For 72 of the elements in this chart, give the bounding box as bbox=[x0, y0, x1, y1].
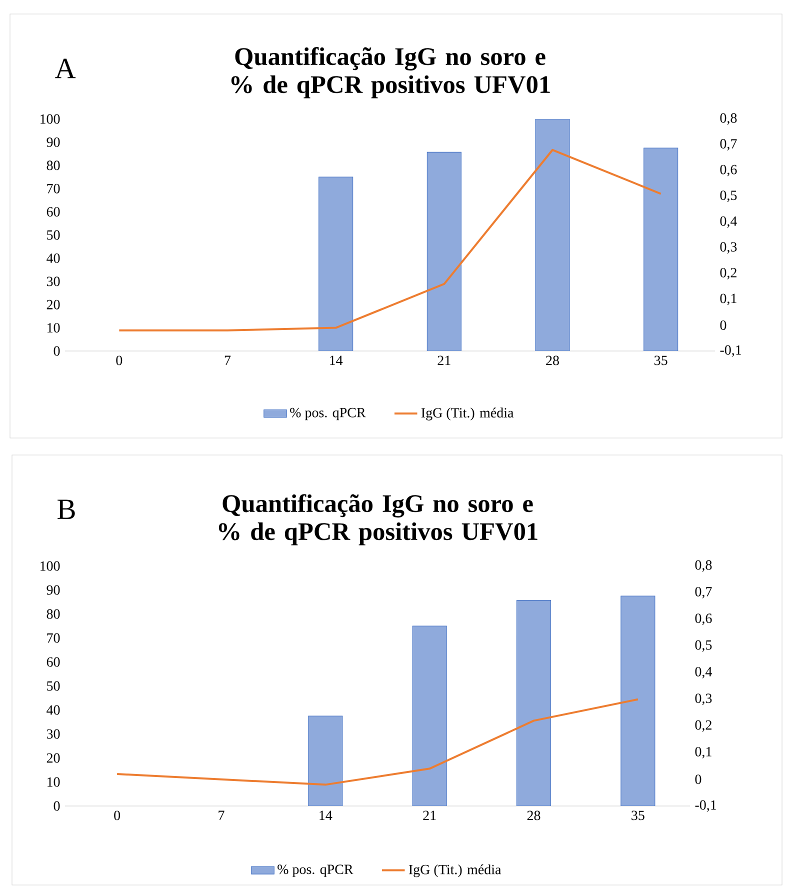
y2-tick-label: 0,7 bbox=[695, 586, 712, 598]
x-tick-label: 21 bbox=[438, 356, 450, 365]
y-tick-label: 70 bbox=[47, 633, 60, 643]
bar bbox=[412, 626, 447, 806]
legend-label: IgG (Tit.) média bbox=[408, 864, 502, 878]
x-tick-label: 0 bbox=[116, 356, 122, 366]
y-tick-label: 20 bbox=[46, 753, 60, 763]
y-tick-label: 80 bbox=[46, 609, 60, 619]
y2-tick-label: 0,8 bbox=[720, 113, 737, 125]
y2-tick-label: 0,7 bbox=[720, 139, 737, 151]
y-tick-label: 50 bbox=[47, 230, 60, 240]
y2-tick-label: 0,4 bbox=[695, 666, 712, 678]
y-tick-label: 90 bbox=[46, 585, 60, 595]
y2-tick-label: 0,3 bbox=[695, 694, 712, 706]
y-tick-label: 50 bbox=[47, 681, 60, 691]
y-tick-label: 20 bbox=[46, 300, 60, 310]
y-tick-label: 100 bbox=[40, 561, 60, 571]
bar bbox=[426, 152, 462, 352]
bar bbox=[535, 119, 570, 352]
x-tick-label: 21 bbox=[423, 810, 436, 820]
y2-tick-label: 0,3 bbox=[720, 242, 737, 254]
y2-tick-label: 0,6 bbox=[695, 614, 712, 626]
x-tick-label: 7 bbox=[218, 810, 224, 820]
y-tick-label: 0 bbox=[54, 346, 60, 356]
y-tick-label: 90 bbox=[46, 137, 60, 147]
text: B bbox=[58, 500, 75, 520]
bar bbox=[318, 176, 354, 352]
y-tick-label: 80 bbox=[46, 160, 60, 170]
x-tick-label: 0 bbox=[114, 810, 120, 820]
y-tick-label: 30 bbox=[46, 276, 60, 286]
bar bbox=[620, 596, 656, 806]
chart-title: Quantificação IgG no soro e % de qPCR positivos UFV01 bbox=[231, 47, 550, 98]
chart-title: Quantificação IgG no soro e % de qPCR positivos UFV01 bbox=[218, 494, 538, 546]
x-tick-label: 35 bbox=[654, 356, 668, 366]
y-tick-label: 100 bbox=[40, 114, 60, 124]
y-tick-label: 40 bbox=[46, 253, 60, 263]
y2-tick-label: 0,1 bbox=[695, 746, 712, 758]
x-tick-label: 28 bbox=[527, 810, 540, 820]
line-series bbox=[116, 698, 639, 786]
y2-tick-label: 0,6 bbox=[720, 164, 737, 176]
legend-label: IgG (Tit.) média bbox=[421, 408, 514, 420]
y2-tick-label: -0,1 bbox=[720, 345, 742, 357]
y2-tick-label: -0,1 bbox=[695, 800, 716, 812]
y-tick-label: 10 bbox=[48, 777, 60, 787]
y2-tick-label: 0,5 bbox=[720, 190, 737, 202]
y2-tick-label: 0,5 bbox=[695, 640, 712, 652]
y-tick-label: 10 bbox=[48, 323, 60, 333]
bar bbox=[308, 716, 343, 806]
y2-tick-label: 0 bbox=[695, 774, 702, 784]
y2-tick-label: 0,4 bbox=[720, 216, 737, 228]
bar bbox=[644, 148, 678, 352]
bar bbox=[516, 600, 552, 806]
legend-label: % pos. qPCR bbox=[278, 864, 354, 877]
line-series bbox=[118, 148, 662, 332]
y2-tick-label: 0 bbox=[720, 320, 726, 330]
y2-tick-label: 0,2 bbox=[720, 268, 736, 280]
x-tick-label: 35 bbox=[632, 810, 644, 820]
y2-tick-label: 0,2 bbox=[695, 720, 712, 732]
x-tick-label: 28 bbox=[546, 356, 559, 366]
x-tick-label: 14 bbox=[330, 356, 343, 365]
y-tick-label: 30 bbox=[46, 729, 60, 739]
text: A bbox=[55, 58, 76, 78]
y-tick-label: 0 bbox=[54, 801, 60, 811]
y2-tick-label: 0,1 bbox=[720, 294, 736, 306]
y-tick-label: 40 bbox=[46, 705, 60, 715]
x-tick-label: 14 bbox=[320, 810, 332, 820]
x-tick-label: 7 bbox=[224, 356, 231, 365]
y-tick-label: 60 bbox=[46, 207, 60, 217]
y2-tick-label: 0,8 bbox=[695, 560, 712, 572]
y-tick-label: 60 bbox=[46, 657, 60, 667]
y-tick-label: 70 bbox=[47, 184, 60, 194]
legend-label: % pos. qPCR bbox=[290, 408, 366, 420]
